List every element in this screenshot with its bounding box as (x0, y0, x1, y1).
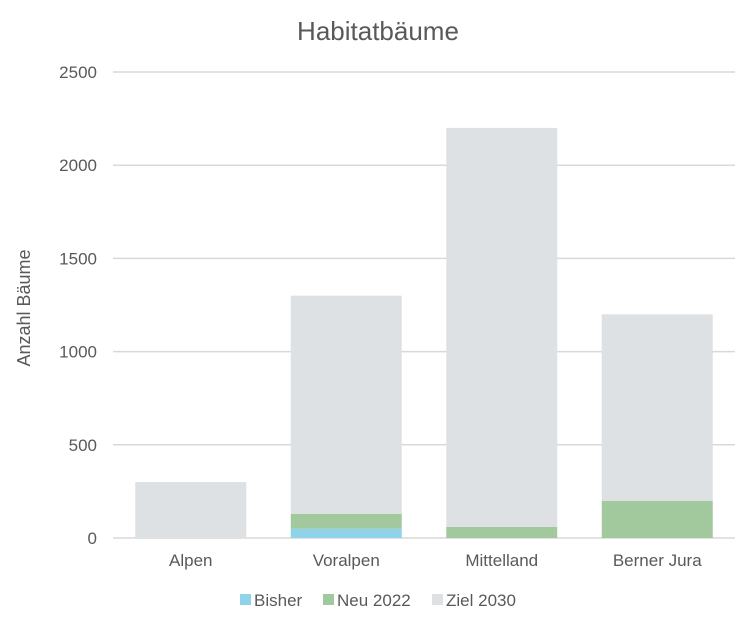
bar-segment (601, 314, 713, 501)
bars (135, 127, 713, 538)
legend-label: Ziel 2030 (446, 591, 516, 610)
y-tick-label: 1000 (59, 343, 97, 362)
bar-segment (601, 500, 713, 538)
legend-label: Neu 2022 (337, 591, 411, 610)
x-tick-labels: Alpen Voralpen Mittelland Berner Jura (169, 551, 702, 570)
y-tick-labels: 0 500 1000 1500 2000 2500 (59, 63, 97, 548)
y-tick-label: 2000 (59, 156, 97, 175)
bar-segment (290, 513, 402, 529)
legend-swatch (240, 594, 251, 605)
bar-segment (446, 127, 558, 527)
x-tick-label: Berner Jura (613, 551, 702, 570)
bar-segment (290, 295, 402, 514)
chart-title: Habitatbäume (297, 16, 459, 46)
x-tick-label: Voralpen (313, 551, 380, 570)
y-axis-title: Anzahl Bäume (14, 249, 34, 366)
y-tick-label: 0 (88, 529, 97, 548)
x-tick-label: Mittelland (465, 551, 538, 570)
legend-swatch (323, 594, 334, 605)
y-tick-label: 2500 (59, 63, 97, 82)
legend-label: Bisher (254, 591, 303, 610)
y-tick-label: 500 (69, 436, 97, 455)
y-tick-label: 1500 (59, 249, 97, 268)
bar-segment (135, 482, 247, 538)
bar-segment (290, 528, 402, 538)
bar-segment (446, 526, 558, 538)
legend: Bisher Neu 2022 Ziel 2030 (240, 591, 516, 610)
legend-swatch (432, 594, 443, 605)
x-tick-label: Alpen (169, 551, 212, 570)
